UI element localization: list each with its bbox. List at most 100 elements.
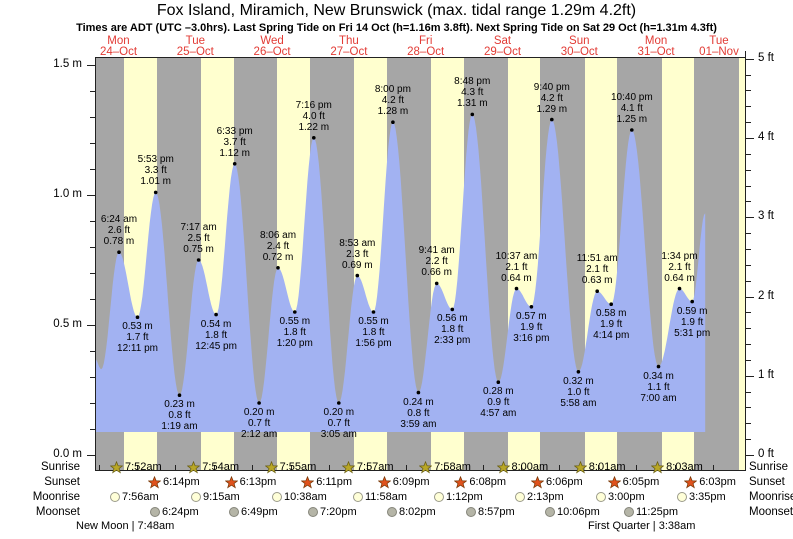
tide-high-label: 8:53 am 2.3 ft 0.69 m [339, 237, 376, 271]
tide-high-label: 7:17 am 2.5 ft 0.75 m [180, 222, 217, 255]
right-axis-tick [746, 201, 751, 203]
bottom-axis-line [95, 470, 746, 471]
left-axis-tick [90, 429, 95, 430]
tide-low-label: 0.34 m 1.1 ft 7:00 am [640, 370, 677, 404]
left-axis-line [95, 57, 96, 470]
moonset-circle-icon [150, 507, 160, 517]
sunrise-time-entry: 7:58am [419, 460, 471, 474]
sunrise-time: 8:01am [588, 461, 626, 473]
day-name: Sat [493, 35, 512, 47]
right-axis-label: 3 ft [758, 210, 774, 223]
right-axis-tick [746, 312, 751, 314]
right-axis-tick [746, 90, 751, 92]
star-icon [496, 460, 510, 474]
star-icon [341, 460, 355, 474]
row-label-sunset-right: Sunset [749, 476, 785, 488]
right-axis-label: 2 ft [758, 289, 774, 302]
bottom-time-tick [405, 465, 407, 470]
bottom-time-tick [213, 465, 215, 470]
day-date: 26–Oct [253, 45, 291, 58]
right-axis-tick [746, 407, 751, 409]
moonset-time-entry: 8:57pm [466, 505, 515, 519]
left-axis-tick [90, 91, 95, 92]
moonrise-circle-icon [191, 492, 201, 502]
page-title: Fox Island, Miramich, New Brunswick (max… [156, 2, 637, 19]
star-icon [419, 460, 433, 474]
moonrise-circle-icon [596, 492, 606, 502]
left-axis-label: 0.0 m [53, 448, 82, 460]
star-icon [651, 460, 665, 474]
sunset-time-entry: 6:03pm [684, 475, 736, 489]
moonset-time-entry: 6:49pm [229, 505, 278, 519]
sunrise-time-entry: 7:54am [187, 460, 239, 474]
tide-high-label: 9:40 pm 4.2 ft 1.29 m [533, 81, 570, 115]
left-axis-tick [90, 351, 95, 352]
moonrise-time: 7:56am [122, 491, 159, 503]
right-axis-tick [746, 185, 751, 187]
tide-high-label: 1:34 pm 2.1 ft 0.64 m [661, 250, 698, 284]
left-axis-tick [87, 65, 95, 66]
left-axis-tick [90, 273, 95, 274]
row-label-moonrise-left: Moonrise [32, 491, 80, 503]
star-icon [264, 460, 278, 474]
day-name: Tue [185, 35, 205, 47]
row-label-sunset-left: Sunset [44, 476, 80, 488]
tide-point-dot [576, 370, 581, 374]
right-axis-tick [746, 138, 754, 139]
moonrise-time-entry: 1:12pm [434, 490, 483, 504]
sunset-time: 6:08pm [469, 476, 507, 488]
bottom-time-tick [444, 465, 446, 470]
sunset-time: 6:09pm [392, 476, 430, 488]
tide-high-label: 9:41 am 2.2 ft 0.66 m [418, 245, 455, 279]
star-icon [224, 475, 238, 489]
bottom-time-tick [328, 465, 330, 470]
day-date: 31–Oct [637, 45, 675, 58]
tide-high-label: 8:00 pm 4.2 ft 1.28 m [374, 84, 411, 118]
tide-point-dot [416, 390, 421, 395]
sunrise-time: 7:54am [202, 461, 239, 473]
day-date: 28–Oct [407, 45, 445, 58]
moonset-time: 8:57pm [478, 506, 515, 518]
day-date: 29–Oct [483, 45, 522, 58]
star-icon [110, 460, 123, 474]
tide-high-label: 8:48 pm 4.3 ft 1.31 m [454, 76, 491, 110]
tide-low-label: 0.24 m 0.8 ft 3:59 am [400, 396, 437, 430]
right-axis-tick [746, 217, 754, 219]
right-axis-tick [746, 74, 751, 76]
sunset-time-entry: 6:08pm [454, 475, 506, 489]
right-axis-tick [746, 328, 751, 330]
chart-subtitle: Times are ADT (UTC –3.0hrs). Last Spring… [76, 22, 717, 34]
tide-high-label: 10:37 am 2.1 ft 0.64 m [495, 250, 538, 284]
right-axis-label: 0 ft [758, 448, 774, 460]
right-axis-tick [746, 58, 754, 60]
sunset-time-entry: 6:11pm [301, 475, 352, 489]
tide-low-label: 0.55 m 1.8 ft 1:20 pm [276, 316, 313, 349]
sunset-time: 6:13pm [239, 476, 277, 488]
sunset-time-entry: 6:06pm [531, 475, 583, 489]
moon-phase-new-moon: New Moon | 7:48am [76, 520, 175, 532]
tide-point-dot [257, 401, 261, 405]
moonset-circle-icon [466, 507, 476, 517]
tide-low-label: 0.56 m 1.8 ft 2:33 pm [434, 313, 471, 347]
day-date: 25–Oct [176, 45, 214, 58]
tide-point-dot [656, 364, 661, 369]
moonrise-time: 2:13pm [527, 491, 564, 503]
sunrise-time: 7:58am [434, 461, 471, 473]
row-label-sunrise-left: Sunrise [41, 461, 80, 473]
sunset-time: 6:11pm [316, 476, 353, 488]
moonset-circle-icon [624, 507, 634, 517]
row-label-moonset-right: Moonset [749, 506, 793, 518]
sunset-time: 6:06pm [546, 476, 583, 488]
right-axis-tick [746, 106, 751, 108]
right-axis-line [745, 51, 746, 470]
right-axis-tick [746, 122, 751, 124]
top-frame-line [95, 57, 745, 58]
tide-point-dot [276, 266, 280, 270]
tide-low-label: 0.55 m 1.8 ft 1:56 pm [355, 316, 392, 349]
bottom-time-tick [482, 465, 484, 470]
star-icon [684, 475, 698, 489]
day-label: Sun 30–Oct [561, 36, 598, 57]
tide-low-label: 0.59 m 1.9 ft 5:31 pm [674, 305, 711, 339]
bottom-time-tick [597, 465, 599, 470]
tide-point-dot [609, 302, 613, 306]
